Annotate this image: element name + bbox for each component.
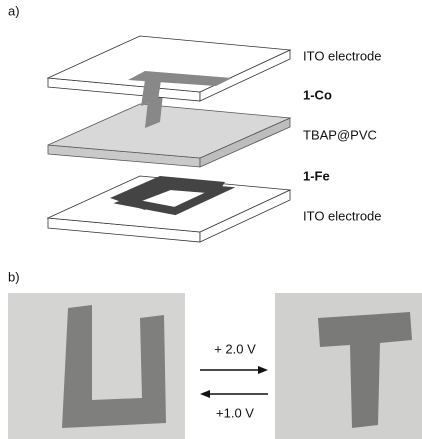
- top-electrode: [48, 36, 290, 101]
- photo-t: [275, 293, 422, 439]
- layer-label: 1-Fe: [303, 168, 330, 183]
- layer-label: ITO electrode: [303, 208, 382, 223]
- arrow-head: [200, 390, 210, 398]
- arrow-head: [258, 366, 268, 374]
- panel-label: b): [8, 269, 20, 284]
- layer-label: 1-Co: [303, 87, 332, 102]
- middle-layer: [48, 104, 290, 167]
- photo-u: [8, 293, 185, 439]
- arrow-label: + 2.0 V: [214, 341, 256, 356]
- layer-label: TBAP@PVC: [303, 127, 377, 142]
- layer-label: ITO electrode: [303, 48, 382, 63]
- panel-label: a): [8, 3, 20, 18]
- figure: a) ITO electrode 1-Co TBAP@PVC 1-Fe ITO …: [0, 0, 422, 439]
- arrow-label: +1.0 V: [216, 405, 254, 420]
